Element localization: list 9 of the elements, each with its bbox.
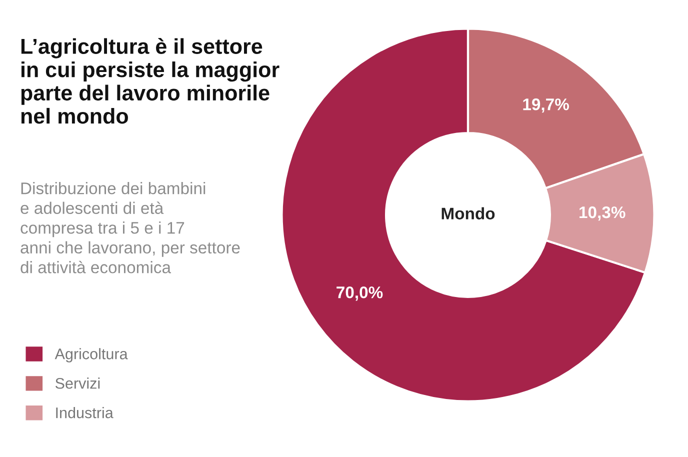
data-label: 19,7%	[523, 98, 569, 113]
legend-label: Industria	[56, 407, 114, 418]
legend-label: Agricoltura	[54, 348, 128, 362]
text: Mondo	[442, 207, 495, 220]
text: Distribuzione dei bambini e adolescenti di età compresa tra i 5 e i 17 anni che lavorano, per settore di attività economica	[20, 182, 240, 274]
data-label: 10,3%	[580, 206, 626, 221]
data-label: 70,0%	[336, 286, 383, 301]
legend-label: Servizi	[55, 378, 100, 389]
text: L’agricoltura è il settore in cui persiste la maggior parte del lavoro minorile nel mondo	[21, 38, 280, 124]
